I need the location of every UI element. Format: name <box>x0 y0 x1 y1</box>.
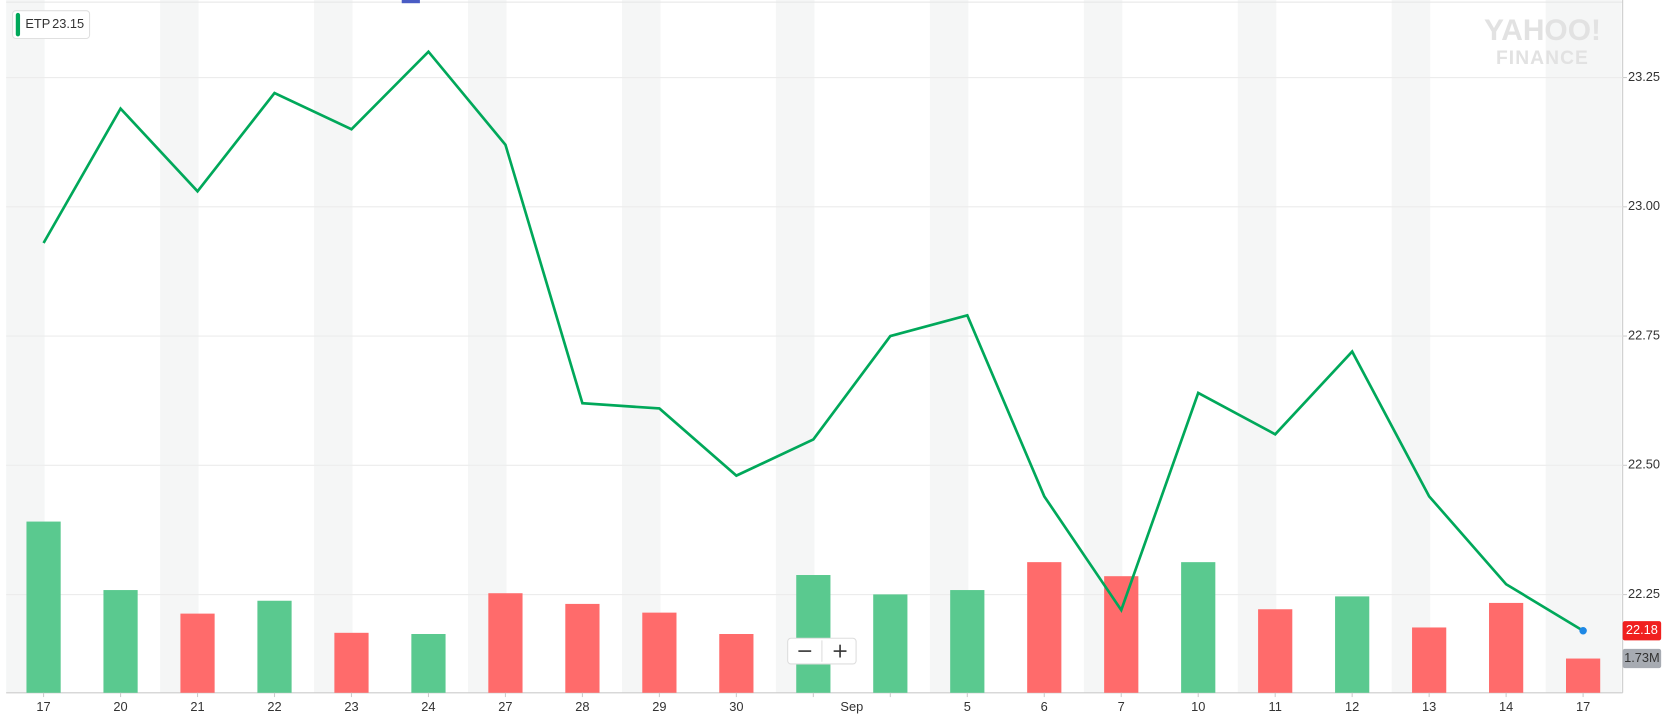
range-marker <box>401 0 420 4</box>
legend: ETP 23.15 <box>12 10 91 40</box>
volume-bar <box>950 590 985 693</box>
band <box>1545 0 1585 693</box>
x-tick-label: 24 <box>421 699 435 714</box>
x-tick-label: 21 <box>190 699 204 714</box>
volume-bar <box>411 634 446 693</box>
band <box>468 0 507 693</box>
volume-bar <box>180 613 215 693</box>
y-tick-label: 22.25 <box>1628 586 1660 601</box>
x-tick-label: 20 <box>113 699 127 714</box>
x-tick-label: 23 <box>344 699 358 714</box>
x-tick-label: 5 <box>964 699 971 714</box>
volume-tag-label: 1.73M <box>1624 650 1660 665</box>
volume-bar <box>796 575 831 693</box>
y-tick-label: 23.00 <box>1628 198 1660 213</box>
volume-bar <box>719 634 754 693</box>
volume-bar <box>1258 609 1293 693</box>
legend-value: 23.15 <box>52 16 84 31</box>
volume-bar <box>642 612 677 693</box>
volume-bar <box>1412 627 1447 693</box>
legend-box <box>12 10 91 40</box>
x-tick-label: 6 <box>1041 699 1048 714</box>
band <box>160 0 199 693</box>
x-tick-label: 7 <box>1118 699 1125 714</box>
volume-bar <box>1335 596 1370 693</box>
volume-bar <box>1027 562 1062 693</box>
volume-bar <box>103 590 138 693</box>
volume-bar <box>1489 602 1524 693</box>
volume-tag <box>1622 648 1662 669</box>
legend-swatch <box>15 12 21 37</box>
volume-bar <box>565 603 600 693</box>
volume-bar <box>26 521 61 693</box>
x-tick-label: 29 <box>652 699 666 714</box>
x-tick-label: 28 <box>575 699 589 714</box>
y-tick-label: 22.50 <box>1628 457 1660 472</box>
plot: 22.25 22.50 22.75 23.00 23.25 17 20 21 22 23 24 27 2… <box>6 49 1662 714</box>
x-tick-label: 13 <box>1422 699 1436 714</box>
volume-bar <box>1181 562 1216 693</box>
volume-bar <box>1104 576 1139 693</box>
band <box>314 0 353 693</box>
y-tick-label: 22.75 <box>1628 327 1660 342</box>
band <box>621 0 661 693</box>
x-tick-label: 17 <box>1576 699 1590 714</box>
price-line <box>42 49 1584 632</box>
y-tick-label: 23.25 <box>1628 69 1660 84</box>
volume-bar <box>488 593 523 693</box>
x-tick-label: 22 <box>267 699 281 714</box>
background-bands <box>6 0 1622 693</box>
price-tag <box>1622 621 1662 641</box>
volume-bar <box>334 632 369 693</box>
x-tick-label: 10 <box>1191 699 1205 714</box>
band <box>929 0 969 693</box>
zoom-controls[interactable] <box>787 637 857 665</box>
band <box>1237 0 1277 693</box>
x-tick-label: 14 <box>1499 699 1513 714</box>
last-point <box>1579 627 1587 635</box>
price-tag-label: 22.18 <box>1626 622 1658 637</box>
watermark: FINANCE <box>1496 48 1589 69</box>
x-tick-label: 30 <box>729 699 743 714</box>
x-tick-label: 17 <box>36 699 50 714</box>
volume-bar <box>873 594 908 693</box>
x-month-label: Sep <box>840 699 863 714</box>
watermark: YAHOO! <box>1484 14 1601 47</box>
volume-bar <box>1566 658 1601 693</box>
legend-symbol: ETP <box>25 16 50 31</box>
x-tick-label: 12 <box>1345 699 1359 714</box>
band <box>1583 0 1622 693</box>
x-tick-label: 27 <box>498 699 512 714</box>
x-tick-label: 11 <box>1269 699 1282 714</box>
volume-bar <box>257 600 292 693</box>
band <box>1391 0 1431 693</box>
